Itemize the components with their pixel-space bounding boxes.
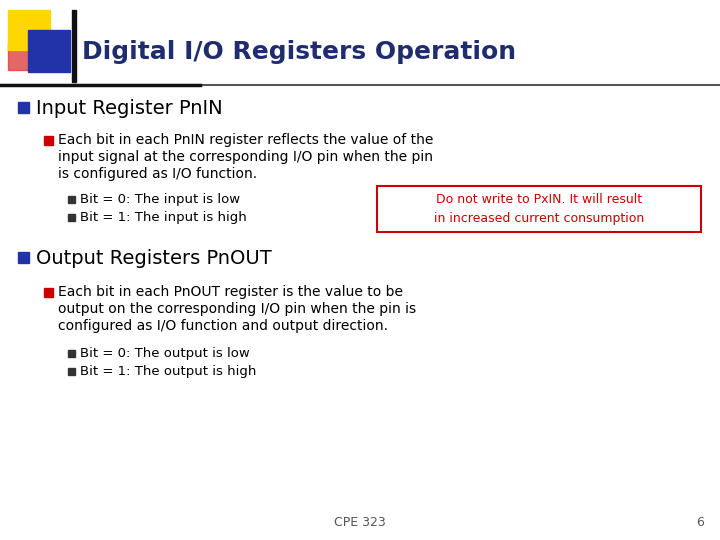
Bar [44,136,53,145]
Bar [68,368,75,375]
Bar [8,10,50,50]
Text: Output Registers PnOUT: Output Registers PnOUT [36,248,271,267]
FancyBboxPatch shape [377,186,701,232]
Bar [28,30,70,72]
Text: output on the corresponding I/O pin when the pin is: output on the corresponding I/O pin when… [58,302,416,316]
Bar [72,10,76,82]
Text: Bit = 0: The input is low: Bit = 0: The input is low [80,193,240,206]
Bar [8,42,34,70]
Text: Input Register PnIN: Input Register PnIN [36,98,222,118]
Text: Digital I/O Registers Operation: Digital I/O Registers Operation [82,40,516,64]
Text: CPE 323: CPE 323 [334,516,386,529]
Bar [68,196,75,203]
Text: Bit = 0: The output is low: Bit = 0: The output is low [80,348,250,361]
Bar [68,214,75,221]
Text: Each bit in each PnOUT register is the value to be: Each bit in each PnOUT register is the v… [58,285,403,299]
Text: input signal at the corresponding I/O pin when the pin: input signal at the corresponding I/O pi… [58,150,433,164]
Text: Each bit in each PnIN register reflects the value of the: Each bit in each PnIN register reflects … [58,133,433,147]
Bar [18,252,29,263]
Bar [44,288,53,297]
Text: Do not write to PxIN. It will result
in increased current consumption: Do not write to PxIN. It will result in … [434,193,644,225]
Text: Bit = 1: The input is high: Bit = 1: The input is high [80,212,247,225]
Text: configured as I/O function and output direction.: configured as I/O function and output di… [58,319,388,333]
Text: Bit = 1: The output is high: Bit = 1: The output is high [80,366,256,379]
Bar [68,350,75,357]
Bar [18,102,29,113]
Text: 6: 6 [696,516,704,529]
Text: is configured as I/O function.: is configured as I/O function. [58,167,257,181]
